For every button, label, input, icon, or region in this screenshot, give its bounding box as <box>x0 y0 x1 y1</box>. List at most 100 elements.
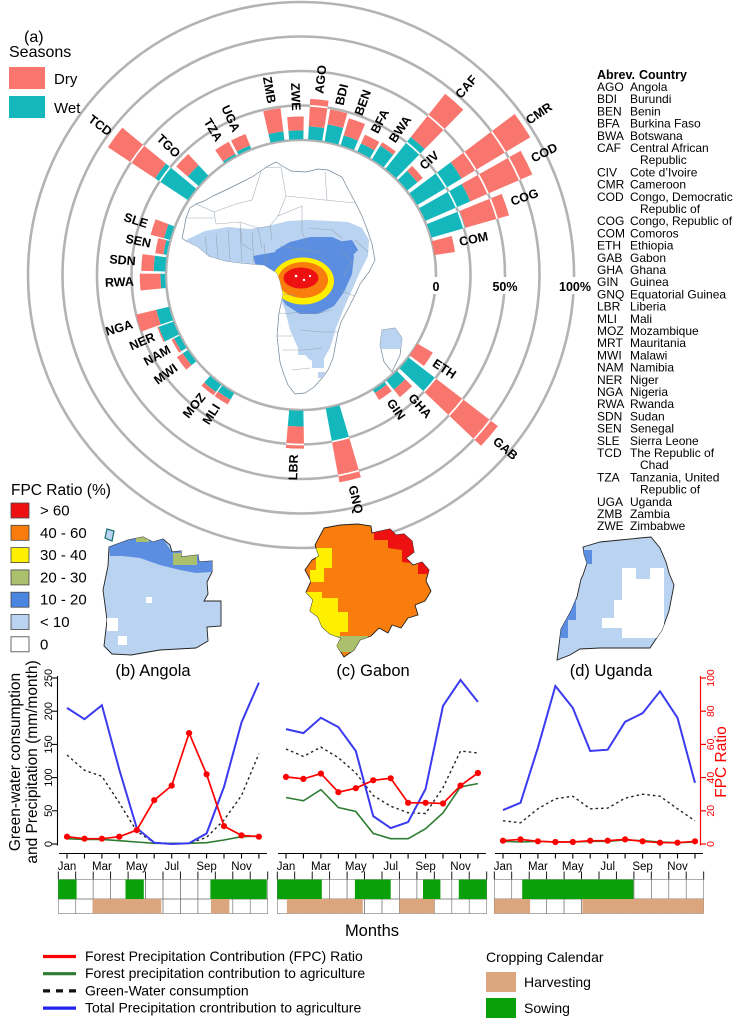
svg-text:RWA: RWA <box>105 275 135 290</box>
svg-text:0: 0 <box>40 636 48 653</box>
svg-text:May: May <box>562 861 584 873</box>
svg-text:Sep: Sep <box>632 861 652 873</box>
svg-text:The Republic of: The Republic of <box>630 446 715 460</box>
svg-text:COD: COD <box>597 190 624 204</box>
svg-text:Cropping Calendar: Cropping Calendar <box>486 949 604 965</box>
svg-text:(c) Gabon: (c) Gabon <box>336 662 409 680</box>
svg-text:Namibia: Namibia <box>630 361 674 375</box>
svg-text:UGA: UGA <box>597 495 623 509</box>
svg-text:Nigeria: Nigeria <box>630 385 668 399</box>
svg-text:Senegal: Senegal <box>630 422 674 436</box>
svg-text:LBR: LBR <box>286 454 301 480</box>
svg-text:0: 0 <box>433 280 440 294</box>
svg-text:Mar: Mar <box>311 861 331 873</box>
svg-text:MRT: MRT <box>597 336 623 350</box>
svg-text:Cameroon: Cameroon <box>630 178 686 192</box>
svg-text:Mali: Mali <box>630 312 652 326</box>
svg-text:Comoros: Comoros <box>630 226 679 240</box>
svg-text:SEN: SEN <box>597 422 622 436</box>
svg-text:Uganda: Uganda <box>630 495 672 509</box>
svg-text:TCD: TCD <box>597 446 622 460</box>
svg-text:200: 200 <box>43 702 55 720</box>
svg-text:COG: COG <box>597 214 624 228</box>
svg-text:MOZ: MOZ <box>597 324 624 338</box>
svg-text:Jul: Jul <box>383 861 398 873</box>
svg-text:Nov: Nov <box>231 861 252 873</box>
svg-text:GAB: GAB <box>597 251 622 265</box>
svg-text:Green-Water consumption: Green-Water consumption <box>85 982 249 998</box>
svg-text:Mar: Mar <box>528 861 548 873</box>
svg-text:Rwanda: Rwanda <box>630 397 674 411</box>
svg-text:150: 150 <box>43 735 55 753</box>
svg-text:BDI: BDI <box>597 92 617 106</box>
svg-text:GNQ: GNQ <box>345 484 365 515</box>
svg-text:CMR: CMR <box>597 178 625 192</box>
svg-text:Chad: Chad <box>640 458 669 472</box>
svg-text:50%: 50% <box>492 280 517 294</box>
svg-text:ZWE: ZWE <box>597 519 624 533</box>
svg-text:LBR: LBR <box>597 300 621 314</box>
svg-text:Angola: Angola <box>630 80 668 94</box>
svg-text:10 - 20: 10 - 20 <box>40 592 87 609</box>
svg-text:COM: COM <box>458 229 489 249</box>
svg-text:Ethiopia: Ethiopia <box>630 239 674 253</box>
svg-text:Nov: Nov <box>450 861 471 873</box>
svg-text:Benin: Benin <box>630 104 661 118</box>
svg-text:GNQ: GNQ <box>597 287 624 301</box>
svg-text:BDI: BDI <box>333 83 351 107</box>
svg-text:Malawi: Malawi <box>630 348 667 362</box>
svg-text:Jan: Jan <box>277 861 296 873</box>
svg-text:NER: NER <box>597 373 623 387</box>
svg-text:ETH: ETH <box>597 239 621 253</box>
svg-text:40: 40 <box>705 772 717 784</box>
svg-text:Zimbabwe: Zimbabwe <box>630 519 686 533</box>
svg-text:SDN: SDN <box>109 252 136 268</box>
svg-text:MLI: MLI <box>597 312 617 326</box>
svg-text:Mauritania: Mauritania <box>630 336 686 350</box>
svg-text:MWI: MWI <box>597 348 622 362</box>
svg-text:100: 100 <box>43 768 55 786</box>
svg-text:Forest precipitation contribut: Forest precipitation contribution to agr… <box>85 965 365 981</box>
svg-text:Gabon: Gabon <box>630 251 666 265</box>
svg-text:TZA: TZA <box>597 470 620 484</box>
svg-text:Republic of: Republic of <box>640 202 701 216</box>
svg-text:Jul: Jul <box>600 861 615 873</box>
svg-text:Equatorial Guinea: Equatorial Guinea <box>630 287 726 301</box>
svg-text:CAF: CAF <box>597 141 621 155</box>
svg-text:(d) Uganda: (d) Uganda <box>570 662 653 680</box>
svg-text:100%: 100% <box>559 280 591 294</box>
svg-text:Liberia: Liberia <box>630 300 666 314</box>
svg-text:Sierra Leone: Sierra Leone <box>630 434 699 448</box>
svg-text:Congo, Republic of: Congo, Republic of <box>630 214 733 228</box>
svg-text:(b) Angola: (b) Angola <box>115 662 191 680</box>
svg-text:Seasons: Seasons <box>9 44 71 61</box>
svg-text:0: 0 <box>705 841 717 847</box>
svg-text:Harvesting: Harvesting <box>524 974 591 990</box>
svg-text:NGA: NGA <box>597 385 623 399</box>
svg-text:< 10: < 10 <box>40 614 70 631</box>
svg-text:Abrev.: Abrev. <box>597 68 635 82</box>
svg-text:SLE: SLE <box>597 434 620 448</box>
svg-text:Niger: Niger <box>630 373 659 387</box>
svg-text:AGO: AGO <box>312 64 329 94</box>
svg-text:(a): (a) <box>24 29 44 46</box>
svg-text:Congo, Democratic: Congo, Democratic <box>630 190 733 204</box>
svg-text:Zambia: Zambia <box>630 507 670 521</box>
svg-text:Central African: Central African <box>630 141 709 155</box>
svg-text:Green-water consumption: Green-water consumption <box>7 673 24 851</box>
svg-text:ZMB: ZMB <box>260 75 278 104</box>
svg-text:20: 20 <box>705 805 717 817</box>
svg-text:30 - 40: 30 - 40 <box>40 547 87 564</box>
svg-text:Sowing: Sowing <box>524 1000 570 1016</box>
svg-text:Months: Months <box>345 922 399 940</box>
svg-text:Botswana: Botswana <box>630 129 683 143</box>
svg-text:GHA: GHA <box>597 263 623 277</box>
svg-text:0: 0 <box>43 841 55 847</box>
svg-text:COM: COM <box>597 226 625 240</box>
svg-text:Dry: Dry <box>54 71 78 88</box>
svg-text:Tanzania, United: Tanzania, United <box>630 470 719 484</box>
svg-text:Mozambique: Mozambique <box>630 324 699 338</box>
svg-text:Jan: Jan <box>494 861 513 873</box>
svg-text:Sudan: Sudan <box>630 409 665 423</box>
svg-text:Guinea: Guinea <box>630 275 669 289</box>
